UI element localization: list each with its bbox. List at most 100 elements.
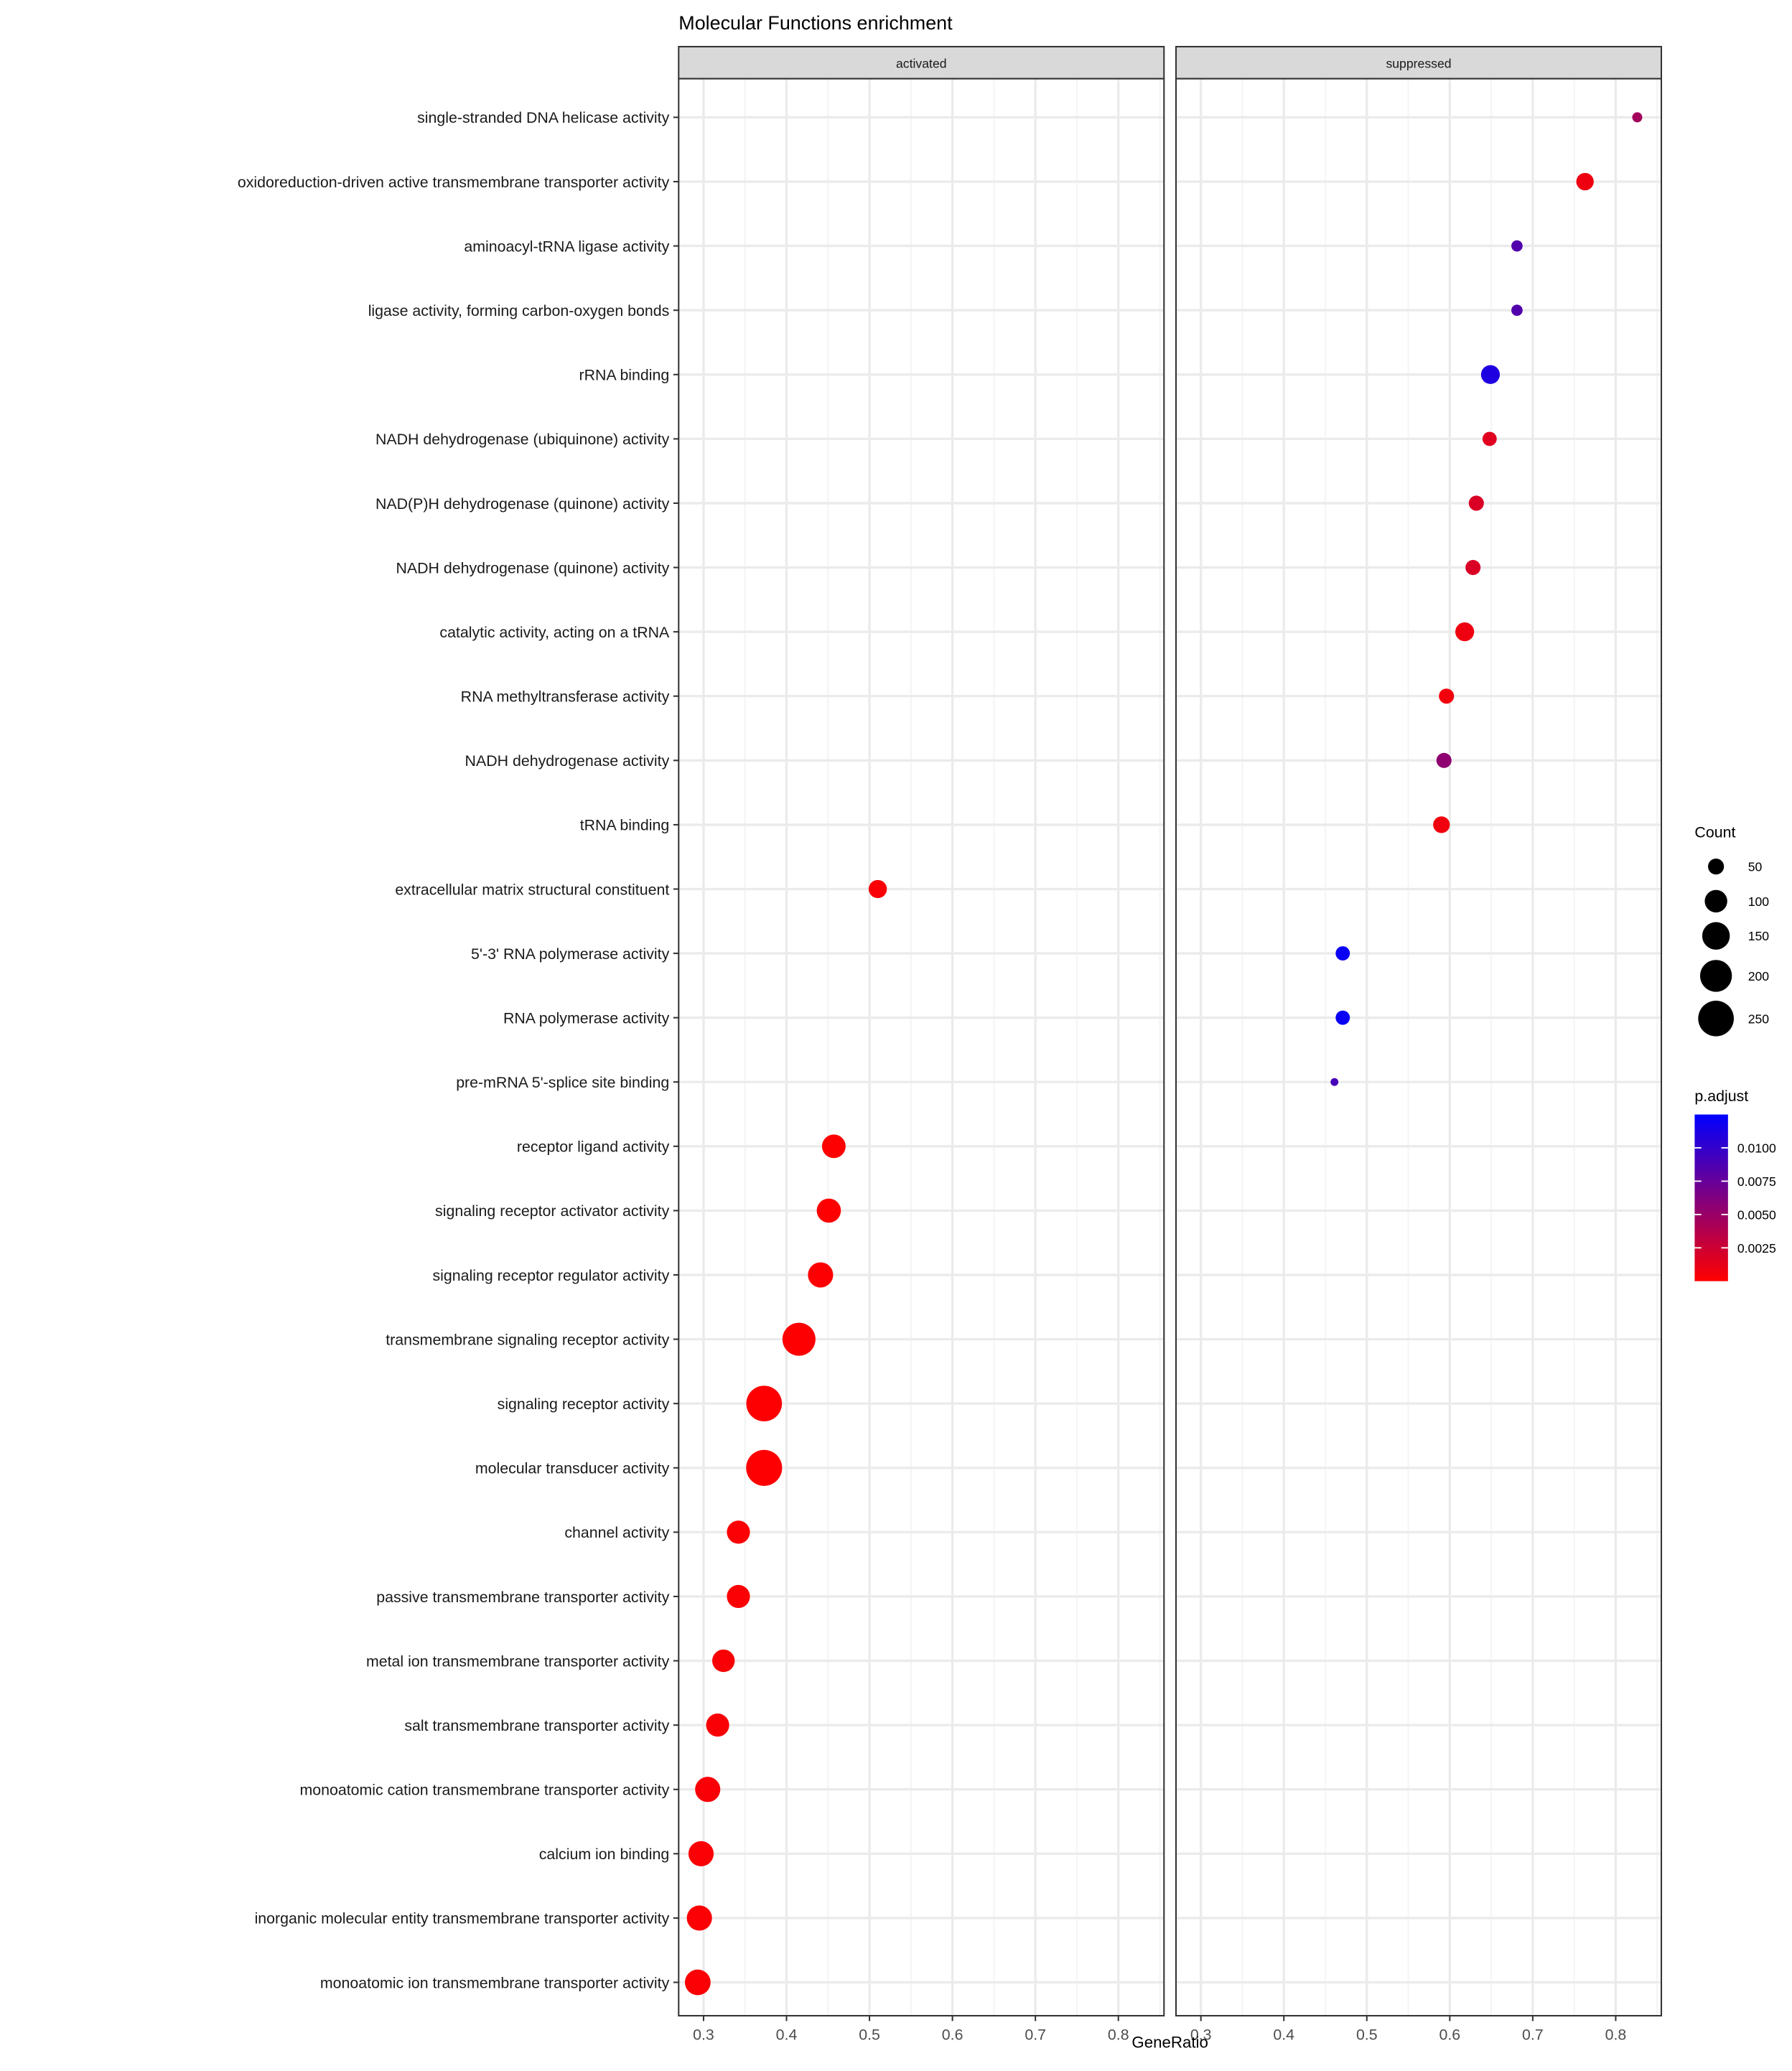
data-point [684, 1969, 711, 1996]
data-point [1465, 560, 1481, 576]
data-point [808, 1262, 834, 1288]
y-tick-label: NADH dehydrogenase (quinone) activity [396, 559, 669, 576]
facet-label: suppressed [1386, 56, 1451, 70]
y-tick-label: signaling receptor activator activity [435, 1202, 670, 1220]
x-tick-label: 0.6 [942, 2026, 963, 2043]
chart-title: Molecular Functions enrichment [678, 12, 953, 34]
data-point [821, 1134, 846, 1159]
data-point [695, 1777, 721, 1803]
y-tick-label: extracellular matrix structural constitu… [395, 881, 669, 898]
size-legend-label: 200 [1748, 969, 1770, 983]
x-tick-label: 0.5 [1356, 2026, 1378, 2043]
size-legend-key [1699, 960, 1732, 992]
y-tick-label: molecular transducer activity [475, 1460, 670, 1477]
size-legend-label: 50 [1748, 860, 1763, 874]
color-legend-label: 0.0100 [1737, 1141, 1776, 1156]
y-tick-label: NADH dehydrogenase (ubiquinone) activity [375, 431, 670, 448]
data-point [1335, 946, 1350, 961]
panel-border [1175, 78, 1663, 2017]
x-tick-label: 0.3 [693, 2026, 714, 2043]
y-tick-label: signaling receptor regulator activity [432, 1267, 669, 1284]
color-legend-title: p.adjust [1694, 1088, 1748, 1105]
data-point [727, 1520, 750, 1544]
y-tick-label: signaling receptor activity [498, 1396, 670, 1413]
y-tick-label: catalytic activity, acting on a tRNA [439, 624, 670, 641]
x-tick-label: 0.3 [1190, 2026, 1212, 2043]
x-tick-label: 0.7 [1025, 2026, 1046, 2043]
size-legend-key [1704, 889, 1727, 913]
y-tick-label: metal ion transmembrane transporter acti… [366, 1652, 670, 1670]
data-point [1433, 816, 1450, 833]
data-point [1335, 1010, 1350, 1025]
y-tick-label: receptor ligand activity [517, 1139, 670, 1156]
data-point [1439, 688, 1455, 704]
y-tick-label: NADH dehydrogenase activity [465, 752, 670, 770]
y-tick-label: ligase activity, forming carbon-oxygen b… [368, 302, 670, 319]
data-point [686, 1905, 712, 1931]
x-axis-title: GeneRatio [1131, 2034, 1208, 2052]
data-point [1482, 431, 1497, 447]
panel-border [678, 78, 1165, 2017]
size-legend-label: 250 [1748, 1011, 1770, 1026]
data-point [816, 1198, 841, 1223]
y-tick-label: channel activity [564, 1524, 669, 1541]
size-legend-key [1698, 1001, 1734, 1037]
y-tick-label: inorganic molecular entity transmembrane… [255, 1910, 670, 1927]
y-tick-label: calcium ion binding [539, 1846, 670, 1863]
x-tick-label: 0.8 [1108, 2026, 1129, 2043]
data-point [727, 1584, 750, 1609]
y-tick-label: 5'-3' RNA polymerase activity [471, 945, 670, 963]
data-point [706, 1714, 729, 1737]
y-tick-label: RNA polymerase activity [503, 1009, 670, 1027]
y-tick-label: monoatomic ion transmembrane transporter… [320, 1974, 670, 1991]
x-tick-label: 0.5 [859, 2026, 880, 2043]
data-point [1436, 752, 1452, 768]
y-tick-label: pre-mRNA 5'-splice site binding [456, 1074, 669, 1091]
y-tick-label: passive transmembrane transporter activi… [376, 1589, 669, 1606]
y-tick-label: monoatomic cation transmembrane transpor… [299, 1782, 669, 1799]
data-point [688, 1841, 714, 1866]
data-point [1511, 304, 1523, 317]
x-tick-label: 0.7 [1522, 2026, 1544, 2043]
y-tick-label: RNA methyltransferase activity [461, 688, 670, 706]
data-point [868, 879, 887, 899]
color-legend-label: 0.0025 [1737, 1241, 1776, 1256]
data-point [711, 1649, 735, 1673]
data-point [1468, 495, 1484, 511]
data-point [1632, 112, 1643, 123]
x-tick-label: 0.4 [776, 2026, 798, 2043]
data-point [746, 1385, 783, 1422]
y-tick-label: salt transmembrane transporter activity [404, 1717, 669, 1734]
x-tick-label: 0.6 [1439, 2026, 1460, 2043]
x-tick-label: 0.8 [1605, 2026, 1627, 2043]
data-point [746, 1449, 783, 1486]
color-legend-label: 0.0075 [1737, 1174, 1776, 1189]
data-point [1480, 365, 1501, 384]
facet-label: activated [896, 56, 947, 70]
color-legend-bar [1694, 1114, 1728, 1281]
data-point [1330, 1077, 1339, 1086]
color-legend-label: 0.0050 [1737, 1207, 1776, 1222]
size-legend-key [1702, 922, 1730, 950]
data-point [782, 1322, 816, 1356]
size-legend-key [1708, 859, 1725, 875]
y-tick-label: NAD(P)H dehydrogenase (quinone) activity [375, 495, 670, 513]
panel-background [1176, 78, 1661, 2016]
y-tick-label: aminoacyl-tRNA ligase activity [464, 238, 669, 255]
facet-strip [678, 45, 1165, 80]
size-legend-title: Count [1694, 823, 1735, 841]
panel-background [678, 78, 1165, 2016]
y-tick-label: rRNA binding [579, 367, 670, 384]
data-point [1455, 622, 1475, 642]
data-point [1576, 172, 1594, 191]
x-tick-label: 0.4 [1273, 2026, 1294, 2043]
y-tick-label: transmembrane signaling receptor activit… [386, 1331, 669, 1348]
size-legend-label: 150 [1748, 929, 1770, 943]
y-tick-label: single-stranded DNA helicase activity [417, 109, 669, 126]
y-tick-label: oxidoreduction-driven active transmembra… [238, 174, 670, 191]
data-point [1511, 240, 1523, 252]
size-legend-label: 100 [1748, 894, 1770, 909]
y-tick-label: tRNA binding [580, 817, 670, 834]
